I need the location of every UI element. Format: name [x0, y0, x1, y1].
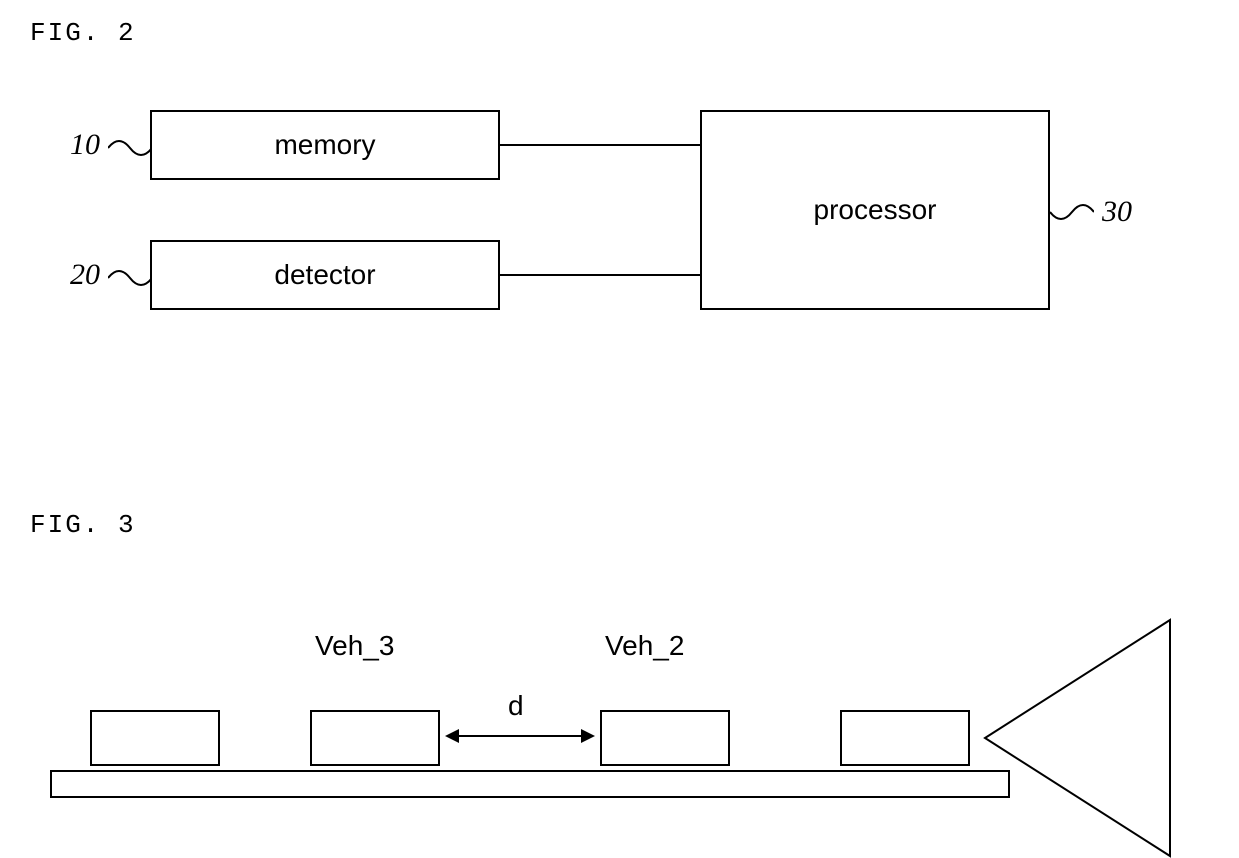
distance-d-label: d — [508, 690, 524, 722]
distance-arrow — [445, 724, 595, 748]
ref-10: 10 — [70, 128, 100, 162]
vehicle-3-label: Veh_3 — [315, 630, 394, 662]
vehicle-2-label: Veh_2 — [605, 630, 684, 662]
squiggle-20 — [108, 268, 152, 288]
vehicle-4 — [840, 710, 970, 766]
road — [50, 770, 1010, 798]
squiggle-10 — [108, 138, 152, 158]
conn-detector-processor — [500, 274, 700, 276]
processor-block: processor — [700, 110, 1050, 310]
fig3-title: FIG. 3 — [30, 510, 136, 540]
detector-label: detector — [274, 259, 375, 291]
vehicle-3 — [310, 710, 440, 766]
processor-label: processor — [814, 194, 937, 226]
vehicle-1 — [90, 710, 220, 766]
memory-block: memory — [150, 110, 500, 180]
conn-memory-processor — [500, 144, 700, 146]
fig2-title: FIG. 2 — [30, 18, 136, 48]
ref-20: 20 — [70, 258, 100, 292]
squiggle-30 — [1050, 202, 1094, 222]
memory-label: memory — [274, 129, 375, 161]
detector-block: detector — [150, 240, 500, 310]
ref-30: 30 — [1102, 195, 1132, 229]
vehicle-2 — [600, 710, 730, 766]
sensor-cone — [970, 618, 1180, 858]
